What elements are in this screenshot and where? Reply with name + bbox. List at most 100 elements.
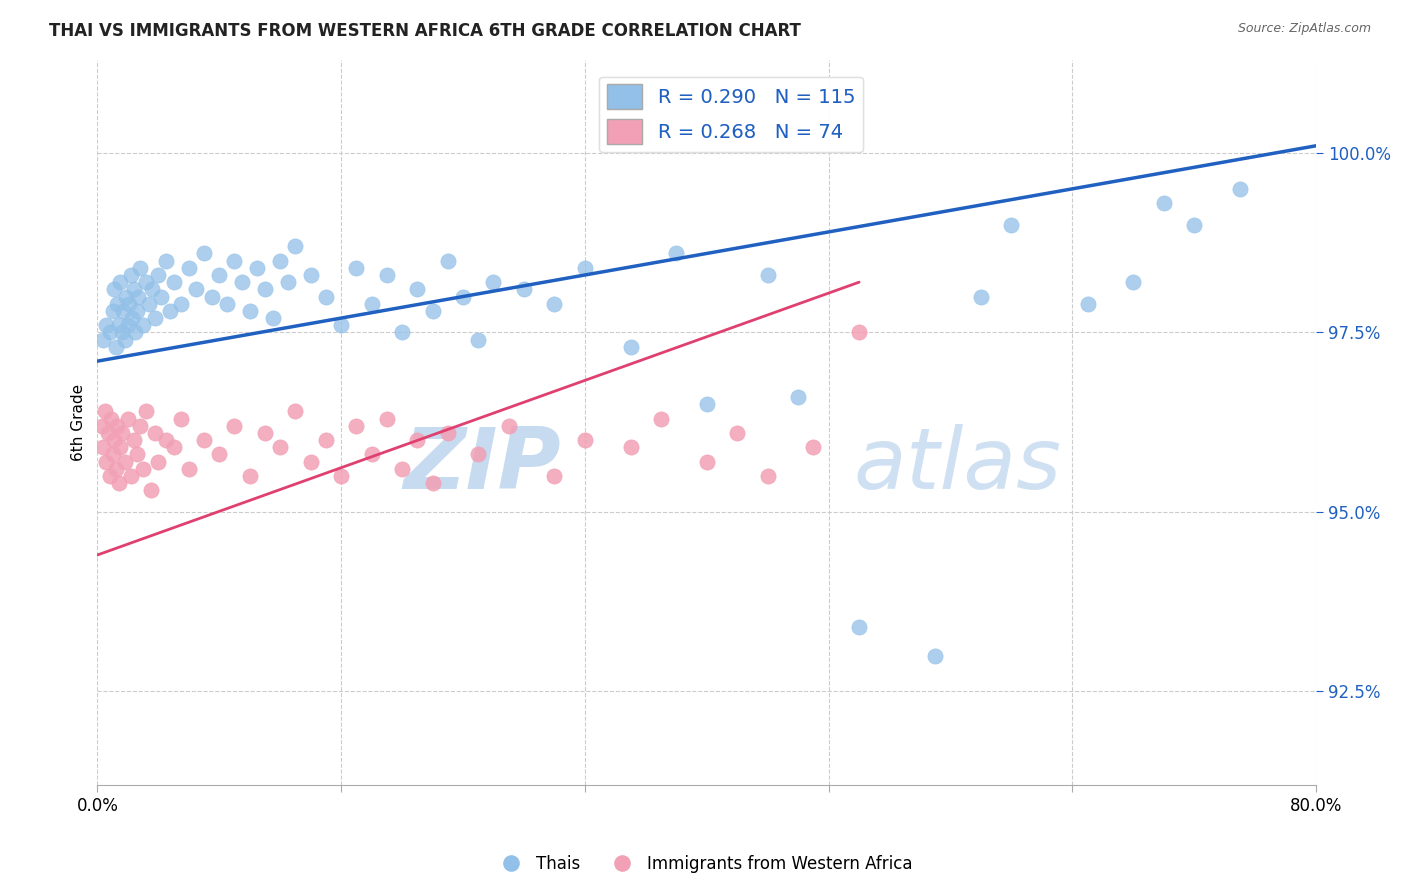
Point	[246, 260, 269, 275]
Text: THAI VS IMMIGRANTS FROM WESTERN AFRICA 6TH GRADE CORRELATION CHART: THAI VS IMMIGRANTS FROM WESTERN AFRICA 6…	[49, 22, 801, 40]
Point	[451, 289, 474, 303]
Point	[104, 340, 127, 354]
Point	[467, 448, 489, 462]
Point	[391, 462, 413, 476]
Point	[93, 333, 115, 347]
Point	[650, 411, 672, 425]
Point	[406, 433, 429, 447]
Point	[155, 253, 177, 268]
Point	[122, 433, 145, 447]
Point	[253, 425, 276, 440]
Point	[125, 448, 148, 462]
Point	[111, 326, 134, 340]
Point	[101, 448, 124, 462]
Point	[696, 397, 718, 411]
Point	[208, 268, 231, 282]
Point	[107, 476, 129, 491]
Point	[269, 440, 291, 454]
Point	[112, 304, 135, 318]
Point	[422, 476, 444, 491]
Point	[159, 304, 181, 318]
Point	[111, 425, 134, 440]
Point	[1182, 218, 1205, 232]
Point	[201, 289, 224, 303]
Point	[422, 304, 444, 318]
Point	[330, 469, 353, 483]
Point	[1153, 196, 1175, 211]
Point	[467, 333, 489, 347]
Point	[138, 296, 160, 310]
Point	[186, 282, 208, 296]
Point	[96, 318, 118, 333]
Point	[330, 318, 353, 333]
Point	[98, 326, 121, 340]
Point	[105, 418, 128, 433]
Point	[120, 268, 142, 282]
Point	[148, 455, 170, 469]
Point	[103, 282, 125, 296]
Point	[132, 318, 155, 333]
Point	[277, 275, 299, 289]
Point	[150, 289, 173, 303]
Point	[122, 282, 145, 296]
Point	[114, 333, 136, 347]
Point	[756, 469, 779, 483]
Point	[315, 433, 337, 447]
Point	[129, 418, 152, 433]
Point	[215, 296, 238, 310]
Point	[104, 462, 127, 476]
Point	[284, 404, 307, 418]
Point	[344, 260, 367, 275]
Point	[162, 440, 184, 454]
Point	[344, 418, 367, 433]
Point	[108, 275, 131, 289]
Point	[132, 462, 155, 476]
Point	[513, 282, 536, 296]
Point	[170, 296, 193, 310]
Point	[107, 318, 129, 333]
Point	[665, 246, 688, 260]
Point	[148, 268, 170, 282]
Point	[756, 268, 779, 282]
Point	[1122, 275, 1144, 289]
Point	[193, 246, 215, 260]
Point	[406, 282, 429, 296]
Point	[231, 275, 253, 289]
Point	[97, 425, 120, 440]
Point	[803, 440, 825, 454]
Point	[141, 282, 163, 296]
Legend: Thais, Immigrants from Western Africa: Thais, Immigrants from Western Africa	[488, 848, 918, 880]
Point	[269, 253, 291, 268]
Point	[375, 268, 398, 282]
Point	[284, 239, 307, 253]
Point	[125, 304, 148, 318]
Point	[101, 304, 124, 318]
Point	[696, 455, 718, 469]
Y-axis label: 6th Grade: 6th Grade	[72, 384, 86, 461]
Point	[970, 289, 993, 303]
Point	[100, 411, 122, 425]
Point	[105, 296, 128, 310]
Point	[98, 469, 121, 483]
Point	[135, 275, 157, 289]
Point	[375, 411, 398, 425]
Point	[90, 418, 112, 433]
Point	[498, 418, 520, 433]
Point	[1229, 182, 1251, 196]
Point	[114, 455, 136, 469]
Legend: R = 0.290   N = 115, R = 0.268   N = 74: R = 0.290 N = 115, R = 0.268 N = 74	[599, 77, 863, 152]
Point	[117, 318, 139, 333]
Point	[1000, 218, 1022, 232]
Point	[848, 326, 870, 340]
Point	[208, 448, 231, 462]
Point	[94, 404, 117, 418]
Point	[177, 260, 200, 275]
Point	[299, 268, 322, 282]
Text: ZIP: ZIP	[404, 425, 561, 508]
Point	[360, 296, 382, 310]
Point	[239, 469, 262, 483]
Point	[620, 340, 643, 354]
Point	[127, 289, 149, 303]
Point	[162, 275, 184, 289]
Point	[155, 433, 177, 447]
